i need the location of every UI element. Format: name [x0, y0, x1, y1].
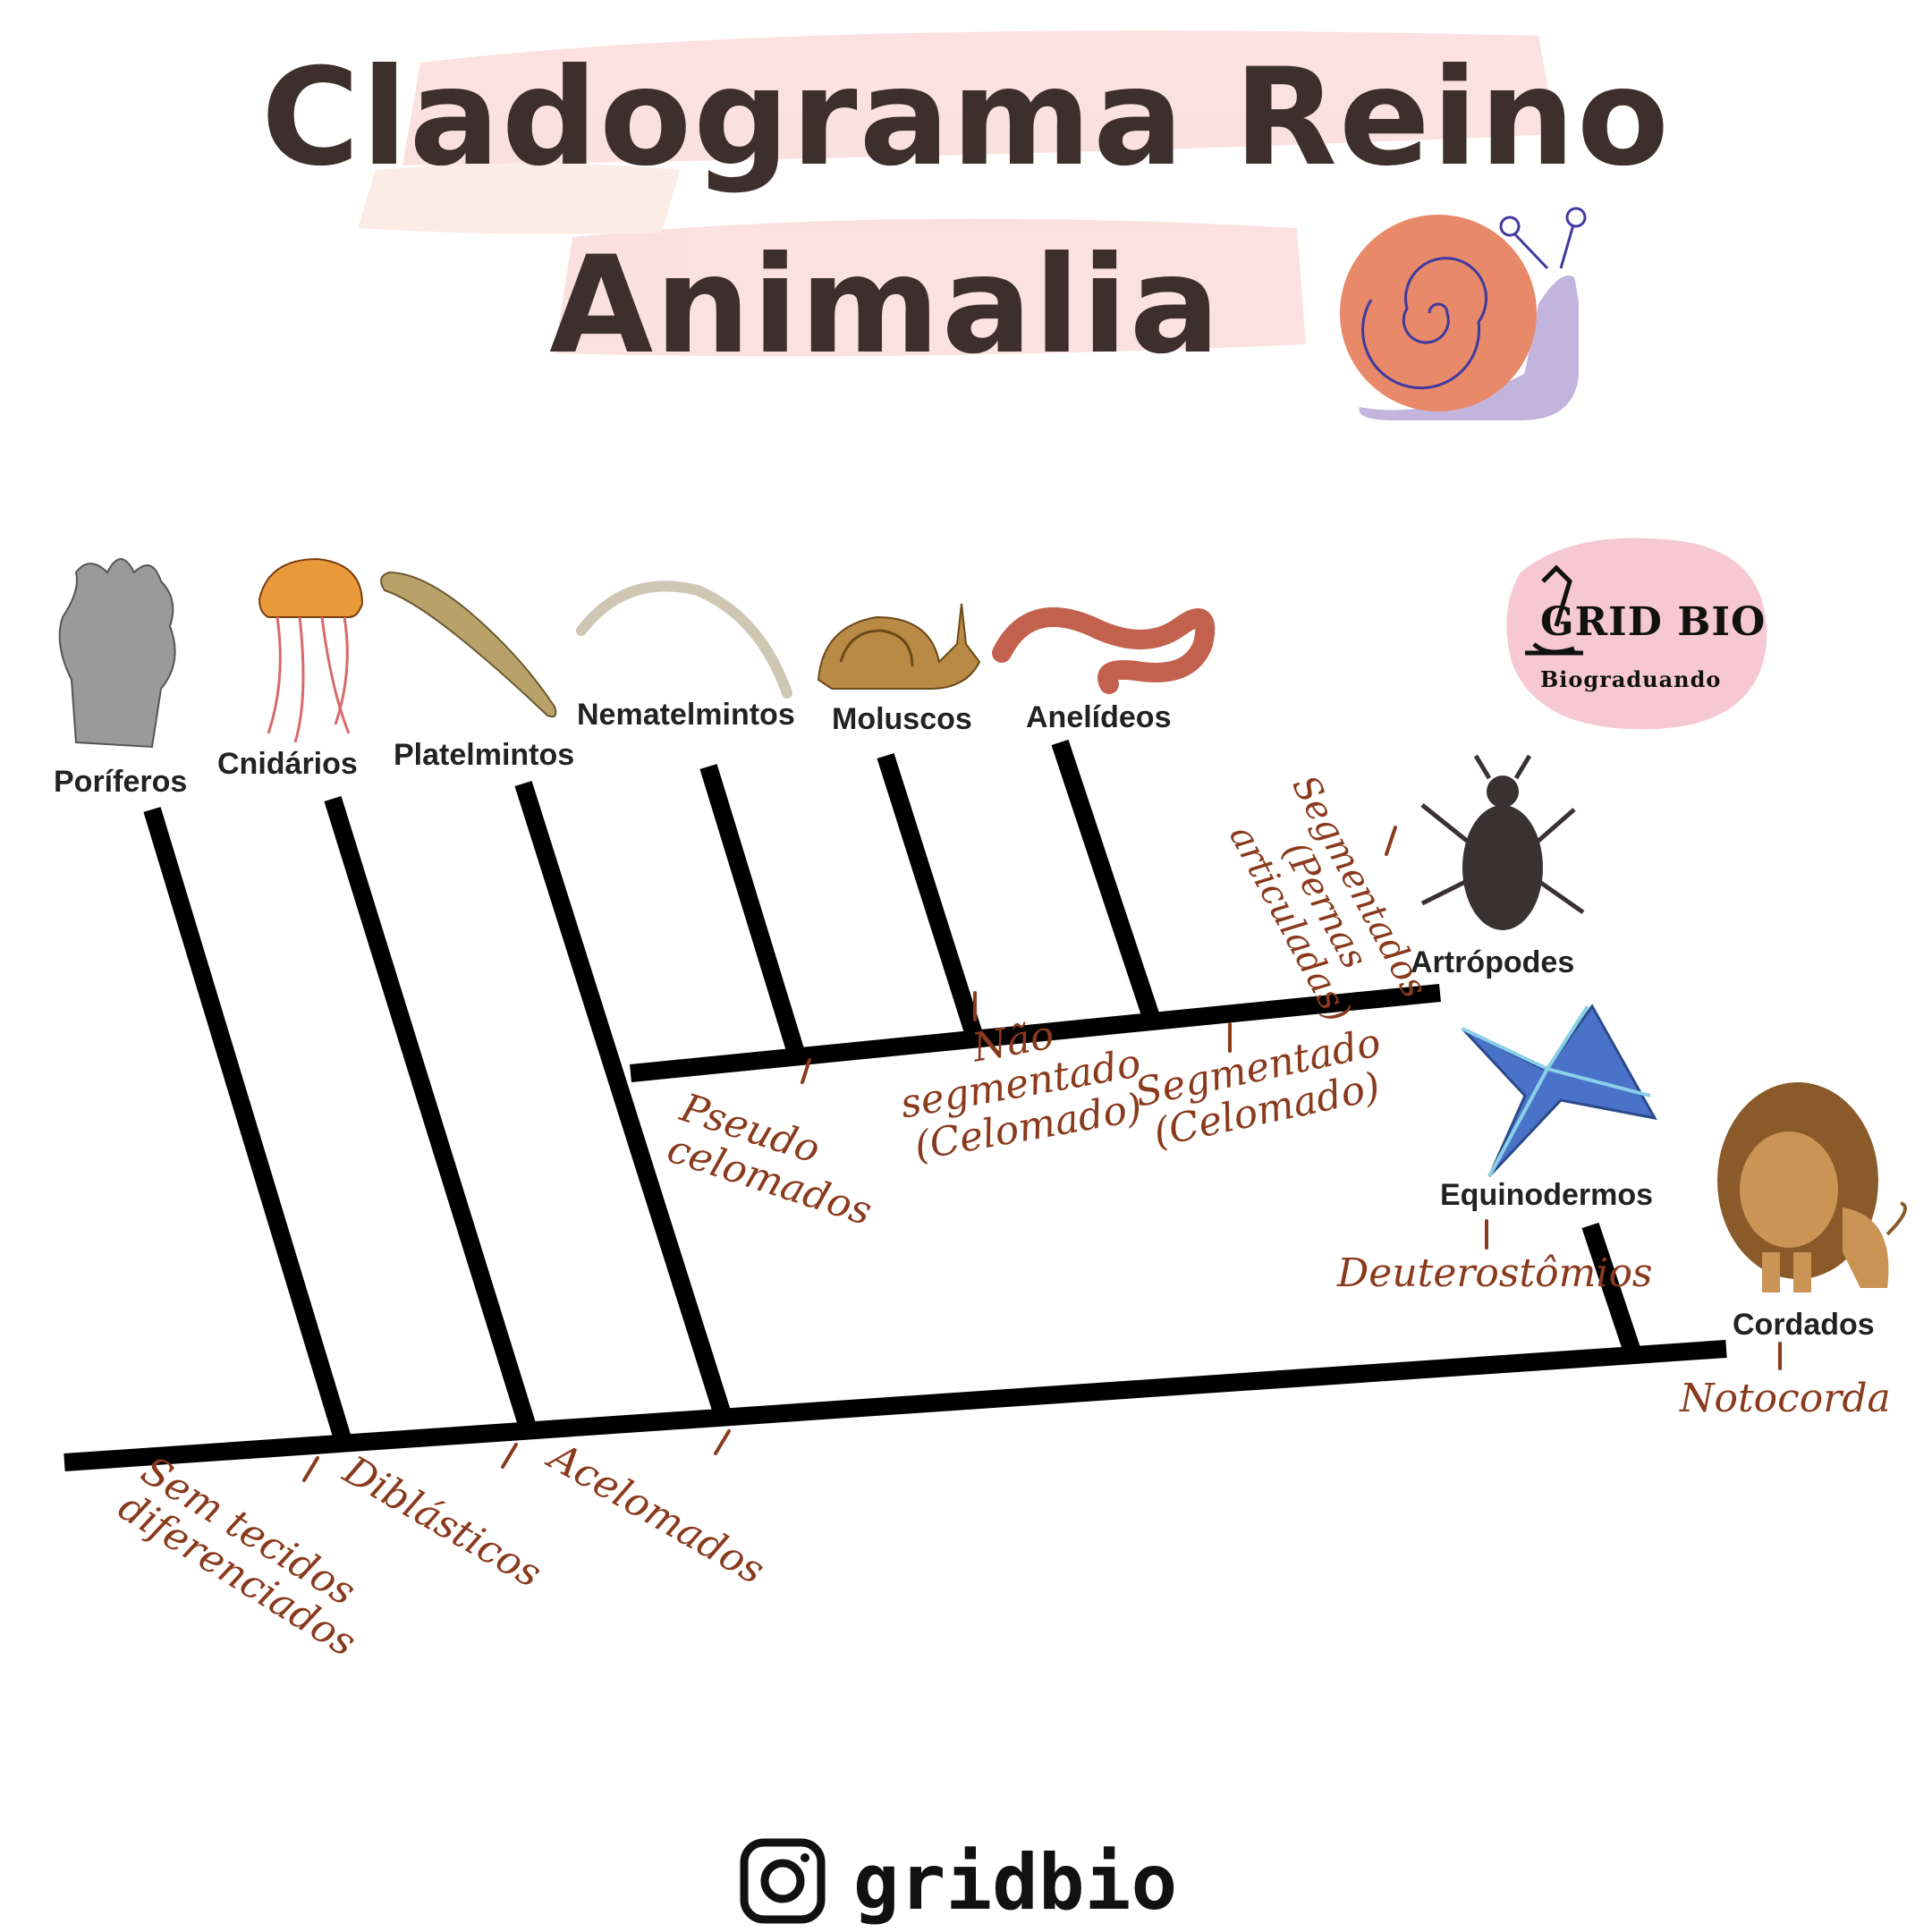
page-title-line2: Animalia — [549, 228, 1222, 384]
branch-poriferos — [143, 807, 353, 1447]
taxon-label-cnidarios: Cnidários — [217, 747, 358, 781]
clade-protostome-line — [630, 984, 1441, 1082]
sponge-icon — [58, 558, 176, 749]
char-deuterostomios: Deuterostômios — [1337, 1250, 1653, 1296]
footer-handle: gridbio — [0, 1838, 1932, 1928]
earthworm-icon — [992, 607, 1216, 694]
instagram-icon — [740, 1838, 826, 1924]
branch-anelideos — [1051, 739, 1163, 1029]
jellyfish-icon — [258, 557, 364, 743]
logo-blob — [1506, 538, 1767, 730]
title-brush-background — [358, 30, 1556, 357]
branch-equinodermos — [1581, 1222, 1644, 1363]
character-ticks — [302, 826, 1782, 1482]
branch-platelmintos — [514, 780, 733, 1424]
lion-icon — [1717, 1082, 1907, 1292]
starfish-icon — [1461, 1004, 1657, 1178]
logo-subtitle: Biograduando — [1540, 666, 1722, 692]
page-title-line1: Cladograma Reino — [261, 40, 1671, 196]
taxon-label-anelideos: Anelídeos — [1026, 700, 1172, 734]
roundworm-icon — [576, 580, 792, 699]
taxon-label-poriferos: Poríferos — [54, 765, 188, 799]
logo-title: GRID BIO — [1540, 599, 1767, 645]
taxon-label-equinodermos: Equinodermos — [1440, 1178, 1654, 1212]
insect-icon — [1420, 754, 1585, 930]
snail-illustration — [1340, 207, 1587, 420]
instagram-handle: gridbio — [852, 1838, 1178, 1928]
char-notocorda: Notocorda — [1680, 1376, 1891, 1421]
taxon-label-cordados: Cordados — [1733, 1308, 1875, 1342]
branch-nematelmintos — [699, 764, 805, 1055]
flatworm-icon — [380, 571, 557, 718]
branch-cnidarios — [324, 796, 538, 1436]
taxon-label-platelmintos: Platelmintos — [394, 738, 575, 772]
taxon-label-artropodes: Artrópodes — [1411, 945, 1575, 979]
branch-moluscos — [877, 752, 984, 1041]
taxon-label-nematelmintos: Nematelmintos — [577, 698, 795, 732]
microscope-icon — [1525, 564, 1583, 656]
snail-icon — [817, 603, 981, 690]
taxon-label-moluscos: Moluscos — [832, 702, 972, 736]
